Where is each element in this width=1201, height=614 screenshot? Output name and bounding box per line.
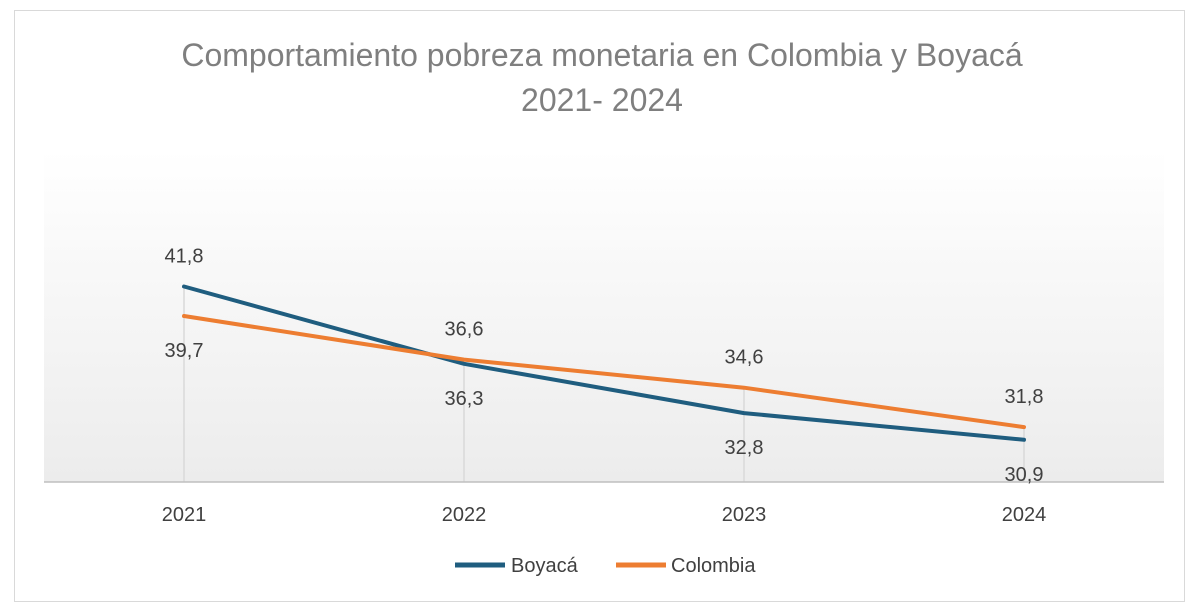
chart-title-line-2: 2021- 2024 bbox=[521, 82, 683, 118]
series-lines bbox=[182, 284, 1026, 442]
series-line-boyaca bbox=[182, 284, 1026, 442]
series-line-colombia bbox=[182, 314, 1026, 430]
plot-area bbox=[44, 150, 1164, 482]
data-label-colombia-2021: 39,7 bbox=[165, 340, 204, 362]
x-tick-label-2021: 2021 bbox=[162, 504, 207, 526]
data-label-boyaca-2023: 32,8 bbox=[725, 437, 764, 459]
x-axis-tick-labels: 2021 2022 2023 2024 bbox=[162, 504, 1047, 526]
data-label-colombia-2023: 34,6 bbox=[725, 347, 764, 369]
data-label-colombia-2022: 36,6 bbox=[445, 319, 484, 341]
data-label-boyaca-2021: 41,8 bbox=[165, 246, 204, 268]
chart-title-line-1: Comportamiento pobreza monetaria en Colo… bbox=[181, 37, 1023, 73]
data-label-boyaca-2022: 36,3 bbox=[445, 388, 484, 410]
data-labels: 41,8 36,3 32,8 30,9 39,7 36,6 34,6 31,8 bbox=[165, 246, 1044, 486]
drop-lines bbox=[183, 286, 1025, 482]
legend-label-colombia: Colombia bbox=[671, 555, 756, 577]
legend: Boyacá Colombia bbox=[455, 555, 756, 577]
x-tick-label-2023: 2023 bbox=[722, 504, 767, 526]
legend-label-boyaca: Boyacá bbox=[511, 555, 579, 577]
data-label-boyaca-2024: 30,9 bbox=[1005, 464, 1044, 486]
x-tick-label-2022: 2022 bbox=[442, 504, 487, 526]
data-label-colombia-2024: 31,8 bbox=[1005, 386, 1044, 408]
x-tick-label-2024: 2024 bbox=[1002, 504, 1047, 526]
